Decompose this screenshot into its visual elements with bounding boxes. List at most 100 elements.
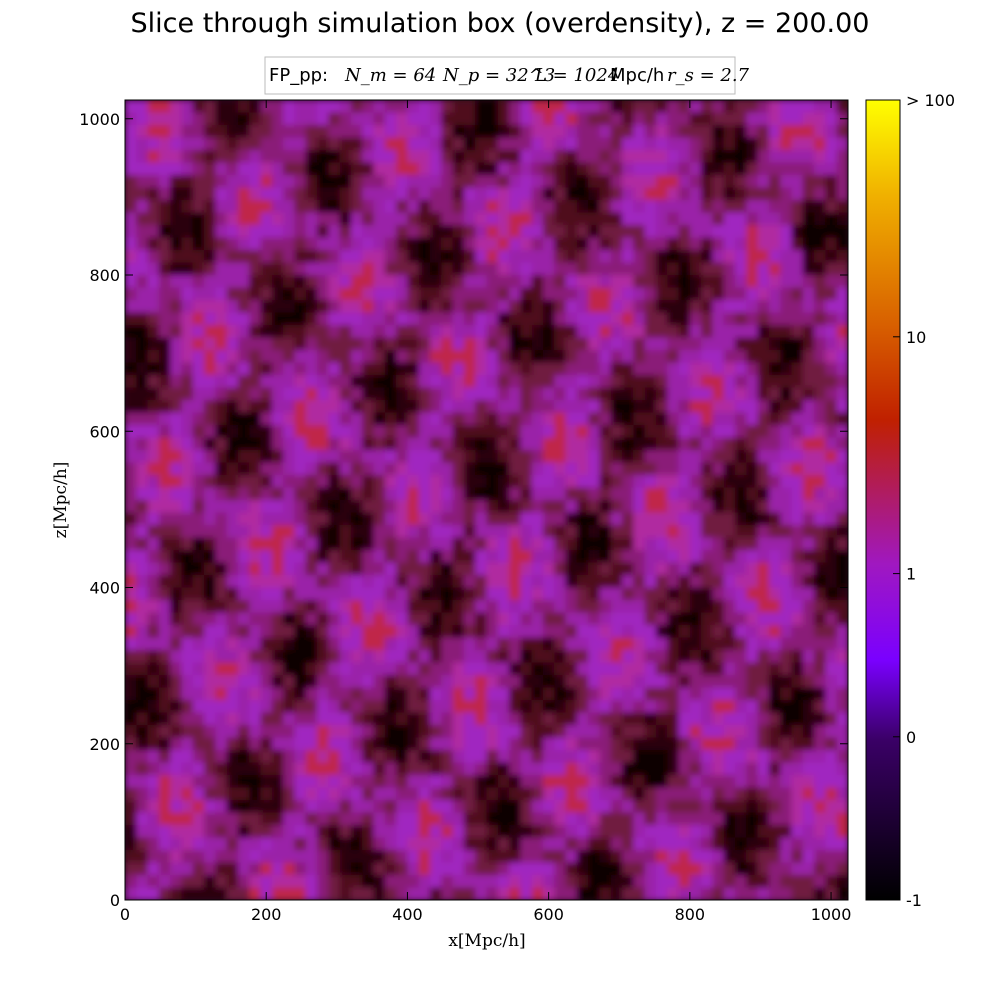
heatmap-cell	[576, 537, 589, 551]
heatmap-cell	[542, 462, 555, 476]
heatmap-cell	[486, 350, 499, 364]
heatmap-cell	[802, 287, 815, 301]
heatmap-cell	[350, 775, 363, 789]
heatmap-cell	[509, 275, 521, 289]
heatmap-cell	[430, 750, 442, 764]
heatmap-cell	[780, 137, 793, 151]
heatmap-cell	[836, 550, 848, 564]
heatmap-cell	[712, 825, 725, 839]
heatmap-cell	[735, 300, 747, 314]
heatmap-cell	[418, 562, 431, 576]
heatmap-cell	[373, 600, 386, 614]
heatmap-cell	[633, 787, 646, 801]
heatmap-cell	[768, 412, 781, 426]
heatmap-cell	[396, 150, 409, 164]
heatmap-cell	[610, 475, 623, 489]
heatmap-cell	[317, 850, 329, 864]
heatmap-cell	[418, 575, 431, 589]
heatmap-cell	[260, 137, 273, 151]
heatmap-cell	[576, 500, 589, 514]
heatmap-cell	[791, 300, 804, 314]
heatmap-cell	[362, 275, 375, 289]
heatmap-cell	[655, 225, 668, 239]
heatmap-cell	[701, 662, 714, 676]
heatmap-cell	[396, 200, 409, 214]
heatmap-cell	[305, 625, 318, 639]
heatmap-cell	[780, 837, 793, 851]
heatmap-cell	[125, 575, 137, 589]
heatmap-cell	[192, 112, 205, 126]
heatmap-cell	[136, 687, 149, 701]
heatmap-cell	[509, 775, 521, 789]
heatmap-cell	[531, 562, 544, 576]
heatmap-cell	[791, 187, 804, 201]
heatmap-cell	[644, 887, 657, 900]
heatmap-cell	[599, 387, 612, 401]
heatmap-cell	[249, 612, 262, 626]
heatmap-cell	[384, 175, 397, 189]
heatmap-cell	[746, 875, 759, 889]
heatmap-cell	[701, 737, 714, 751]
heatmap-cell	[192, 225, 205, 239]
heatmap-cell	[655, 762, 668, 776]
heatmap-cell	[339, 237, 352, 251]
heatmap-cell	[373, 487, 386, 501]
heatmap-cell	[407, 762, 420, 776]
heatmap-cell	[565, 750, 578, 764]
heatmap-cell	[701, 100, 714, 114]
heatmap-cell	[588, 187, 601, 201]
heatmap-cell	[204, 600, 216, 614]
heatmap-cell	[350, 812, 363, 826]
heatmap-cell	[802, 187, 815, 201]
heatmap-cell	[170, 137, 183, 151]
heatmap-cell	[622, 850, 634, 864]
heatmap-cell	[701, 125, 714, 139]
heatmap-cell	[814, 475, 827, 489]
heatmap-cell	[147, 575, 160, 589]
heatmap-cell	[317, 375, 329, 389]
heatmap-cell	[181, 825, 194, 839]
heatmap-cell	[689, 475, 702, 489]
heatmap-cell	[215, 212, 228, 226]
heatmap-cell	[215, 312, 228, 326]
heatmap-cell	[271, 500, 284, 514]
heatmap-cell	[542, 325, 555, 339]
heatmap-cell	[283, 375, 296, 389]
heatmap-cell	[814, 312, 827, 326]
heatmap-cell	[249, 287, 262, 301]
heatmap-cell	[486, 300, 499, 314]
heatmap-cell	[486, 512, 499, 526]
heatmap-cell	[181, 625, 194, 639]
heatmap-cell	[271, 112, 284, 126]
heatmap-cell	[542, 150, 555, 164]
heatmap-cell	[237, 637, 250, 651]
heatmap-cell	[633, 350, 646, 364]
heatmap-cell	[497, 650, 510, 664]
heatmap-cell	[215, 875, 228, 889]
heatmap-cell	[463, 337, 476, 351]
heatmap-cell	[350, 212, 363, 226]
heatmap-cell	[565, 137, 578, 151]
heatmap-cell	[565, 687, 578, 701]
heatmap-cell	[520, 325, 533, 339]
heatmap-cell	[735, 862, 747, 876]
heatmap-cell	[622, 437, 634, 451]
heatmap-cell	[350, 637, 363, 651]
heatmap-cell	[622, 150, 634, 164]
heatmap-cell	[486, 112, 499, 126]
heatmap-cell	[362, 225, 375, 239]
heatmap-cell	[599, 125, 612, 139]
heatmap-cell	[780, 162, 793, 176]
heatmap-cell	[644, 362, 657, 376]
heatmap-cell	[418, 225, 431, 239]
heatmap-cell	[418, 400, 431, 414]
heatmap-cell	[147, 400, 160, 414]
heatmap-cell	[825, 175, 838, 189]
heatmap-cell	[678, 837, 691, 851]
heatmap-cell	[328, 287, 341, 301]
heatmap-cell	[204, 587, 216, 601]
heatmap-cell	[328, 587, 341, 601]
heatmap-cell	[712, 862, 725, 876]
heatmap-cell	[463, 462, 476, 476]
heatmap-cell	[237, 787, 250, 801]
